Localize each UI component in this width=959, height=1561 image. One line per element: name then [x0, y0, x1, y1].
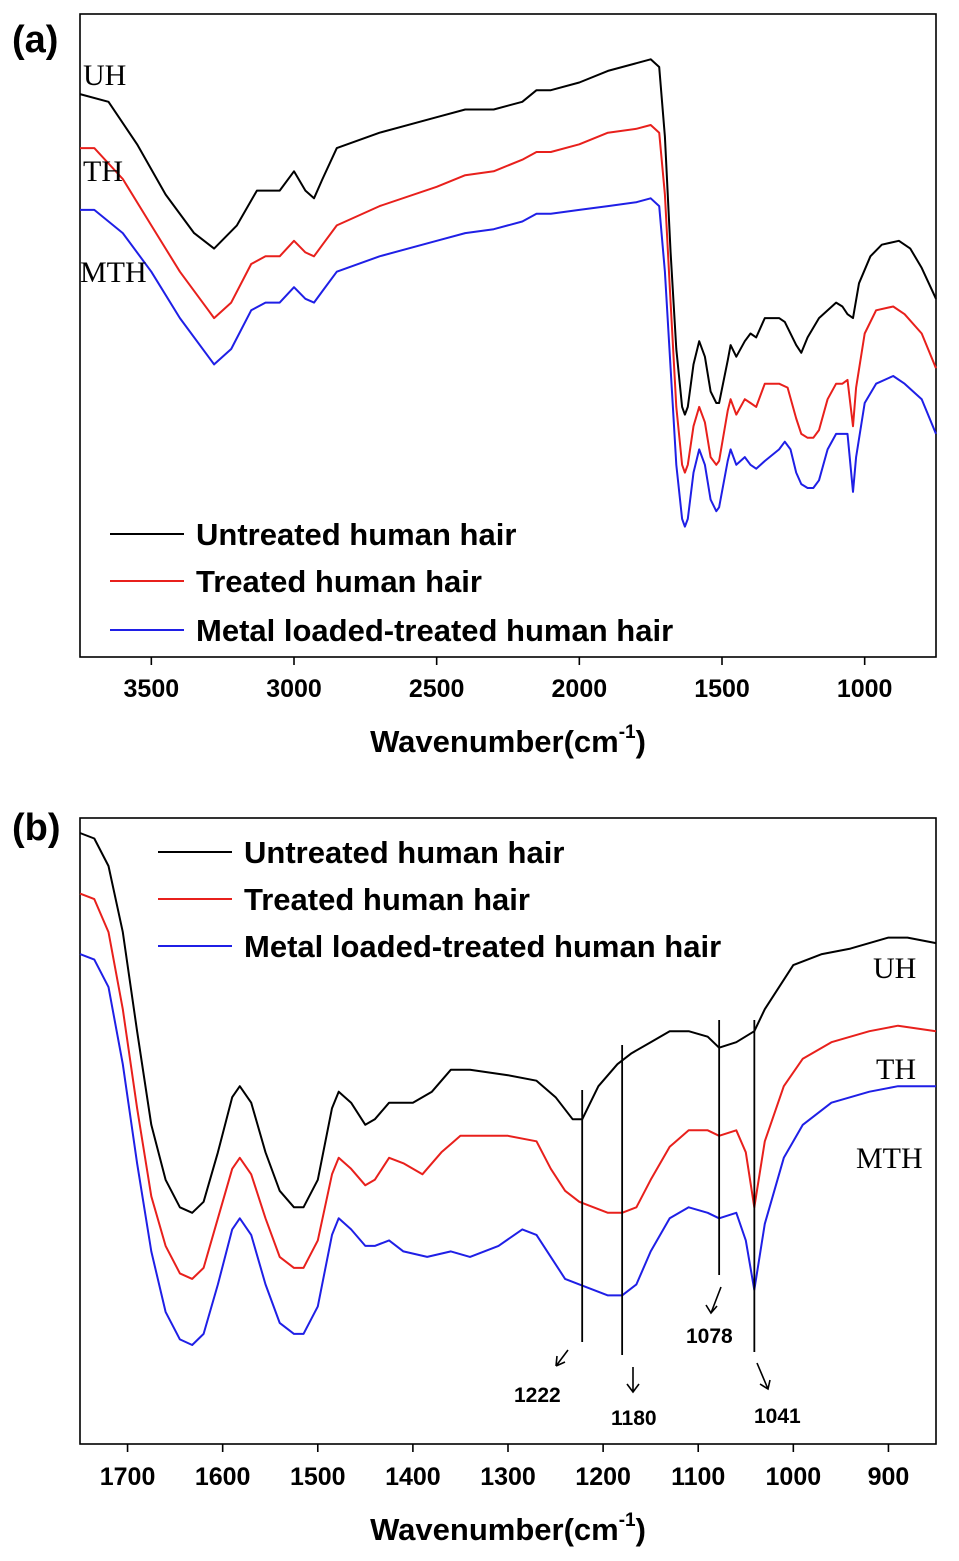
panel-b-peak-annotations: 1222 1180 1078 1041 [514, 1286, 801, 1430]
panel-a-x-tick-label-1500: 1500 [694, 675, 750, 703]
peak-arrow-1041 [756, 1362, 771, 1391]
panel-a-x-axis-label: Wavenumber(cm-1) [370, 722, 646, 759]
panel-a-plot-frame [79, 13, 937, 658]
peak-label-1222: 1222 [514, 1384, 561, 1407]
panel-b-series-line-th [79, 892, 937, 1280]
peak-label-1041: 1041 [754, 1405, 801, 1428]
panel-a-x-tick-label-3500: 3500 [124, 675, 180, 703]
panel-b-x-tick-label-1100: 1100 [671, 1463, 725, 1491]
panel-b-x-tick-label-1300: 1300 [480, 1463, 536, 1491]
panel-a-curve-label-th: TH [83, 155, 123, 188]
panel-a-legend-label-mth: Metal loaded-treated human hair [196, 613, 673, 648]
panel-b-x-tick-label-1700: 1700 [100, 1463, 156, 1491]
panel-b-legend-label-uh: Untreated human hair [244, 835, 564, 870]
panel-b-label: (b) [12, 807, 61, 849]
panel-a-series [79, 58, 937, 528]
panel-a: (a) 3500 3000 2500 2000 1500 1000 UH TH MTH U… [12, 13, 937, 759]
panel-b-x-tick-label-1200: 1200 [575, 1463, 631, 1491]
panel-b-x-tick-label-1400: 1400 [385, 1463, 441, 1491]
panel-b-curve-label-th: TH [876, 1053, 916, 1086]
panel-b-x-tick-label-900: 900 [868, 1463, 910, 1491]
panel-b-x-ticks: 1700 1600 1500 1400 1300 1200 1100 1000 900 [100, 1444, 910, 1491]
panel-b-x-tick-label-1500: 1500 [290, 1463, 346, 1491]
panel-a-x-tick-label-1000: 1000 [837, 675, 893, 703]
panel-a-series-line-th [80, 124, 937, 474]
panel-b-legend-label-mth: Metal loaded-treated human hair [244, 929, 721, 964]
panel-b-series [79, 832, 937, 1346]
panel-a-x-tick-label-2500: 2500 [409, 675, 465, 703]
peak-arrow-1078 [705, 1286, 722, 1315]
panel-b-legend-label-th: Treated human hair [244, 882, 530, 917]
panel-b: (b) 1700 1600 1500 1400 1300 1200 1100 1000 900 … [12, 807, 937, 1547]
panel-a-legend-label-th: Treated human hair [196, 564, 482, 599]
panel-b-series-line-uh [79, 832, 937, 1214]
panel-a-x-ticks: 3500 3000 2500 2000 1500 1000 [124, 657, 893, 703]
panel-a-x-tick-label-3000: 3000 [266, 675, 322, 703]
panel-a-curve-label-mth: MTH [80, 256, 147, 289]
peak-label-1078: 1078 [686, 1325, 733, 1348]
panel-a-series-line-mth [80, 197, 937, 528]
panel-b-legend: Untreated human hair Treated human hair … [158, 835, 721, 964]
peak-arrow-1222 [555, 1349, 569, 1367]
panel-a-curve-label-uh: UH [83, 59, 126, 92]
panel-a-series-line-uh [79, 58, 937, 416]
panel-b-peak-markers [581, 1020, 756, 1355]
panel-b-x-axis-label: Wavenumber(cm-1) [370, 1510, 646, 1547]
panel-b-x-tick-label-1000: 1000 [766, 1463, 822, 1491]
panel-b-series-line-mth [79, 953, 936, 1346]
panel-a-legend: Untreated human hair Treated human hair … [110, 517, 673, 648]
panel-a-x-tick-label-2000: 2000 [552, 675, 608, 703]
panel-b-x-tick-label-1600: 1600 [195, 1463, 251, 1491]
peak-label-1180: 1180 [611, 1407, 657, 1430]
panel-a-label: (a) [12, 19, 58, 61]
panel-b-curve-label-uh: UH [873, 952, 916, 985]
panel-a-legend-label-uh: Untreated human hair [196, 517, 516, 552]
panel-b-curve-label-mth: MTH [856, 1142, 923, 1175]
peak-arrow-1180 [626, 1367, 640, 1394]
